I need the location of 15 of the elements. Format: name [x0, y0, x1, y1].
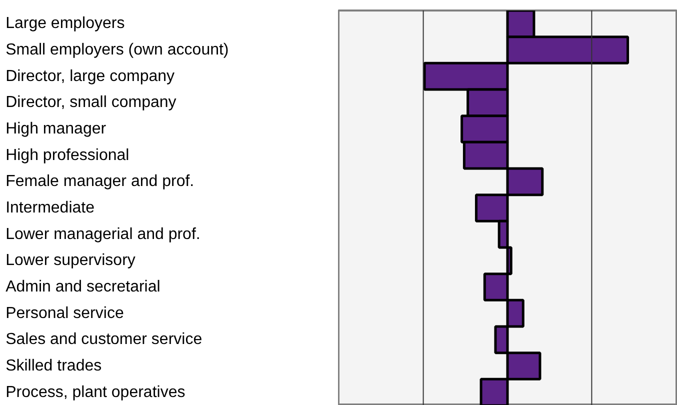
- y-tick-label: Personal service: [6, 304, 124, 322]
- y-tick-label: Large employers: [6, 15, 125, 32]
- y-tick-label: Small employers (own account): [6, 42, 229, 58]
- y-tick-label: Process, plant operatives: [6, 384, 186, 401]
- y-tick-label: Skilled trades: [6, 358, 102, 374]
- y-tick-label: Lower managerial and prof.: [6, 226, 200, 243]
- y-tick-label: Director, small company: [6, 94, 176, 112]
- y-tick-label: Lower supervisory: [6, 252, 136, 270]
- y-tick-label: Sales and customer service: [6, 331, 202, 348]
- y-tick-label: Admin and secretarial: [6, 278, 160, 296]
- y-tick-label: Intermediate: [6, 200, 95, 216]
- y-tick-label: Director, large company: [6, 68, 175, 85]
- y-tick-label: Female manager and prof.: [6, 173, 194, 190]
- y-tick-label: High manager: [6, 120, 107, 138]
- y-tick-label: High professional: [6, 146, 130, 164]
